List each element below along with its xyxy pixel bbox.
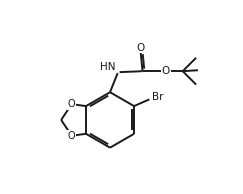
Text: O: O [162,66,170,76]
Text: O: O [137,43,145,53]
Text: O: O [68,99,76,109]
Text: HN: HN [100,62,116,72]
Text: O: O [68,131,76,141]
Text: Br: Br [152,92,164,102]
